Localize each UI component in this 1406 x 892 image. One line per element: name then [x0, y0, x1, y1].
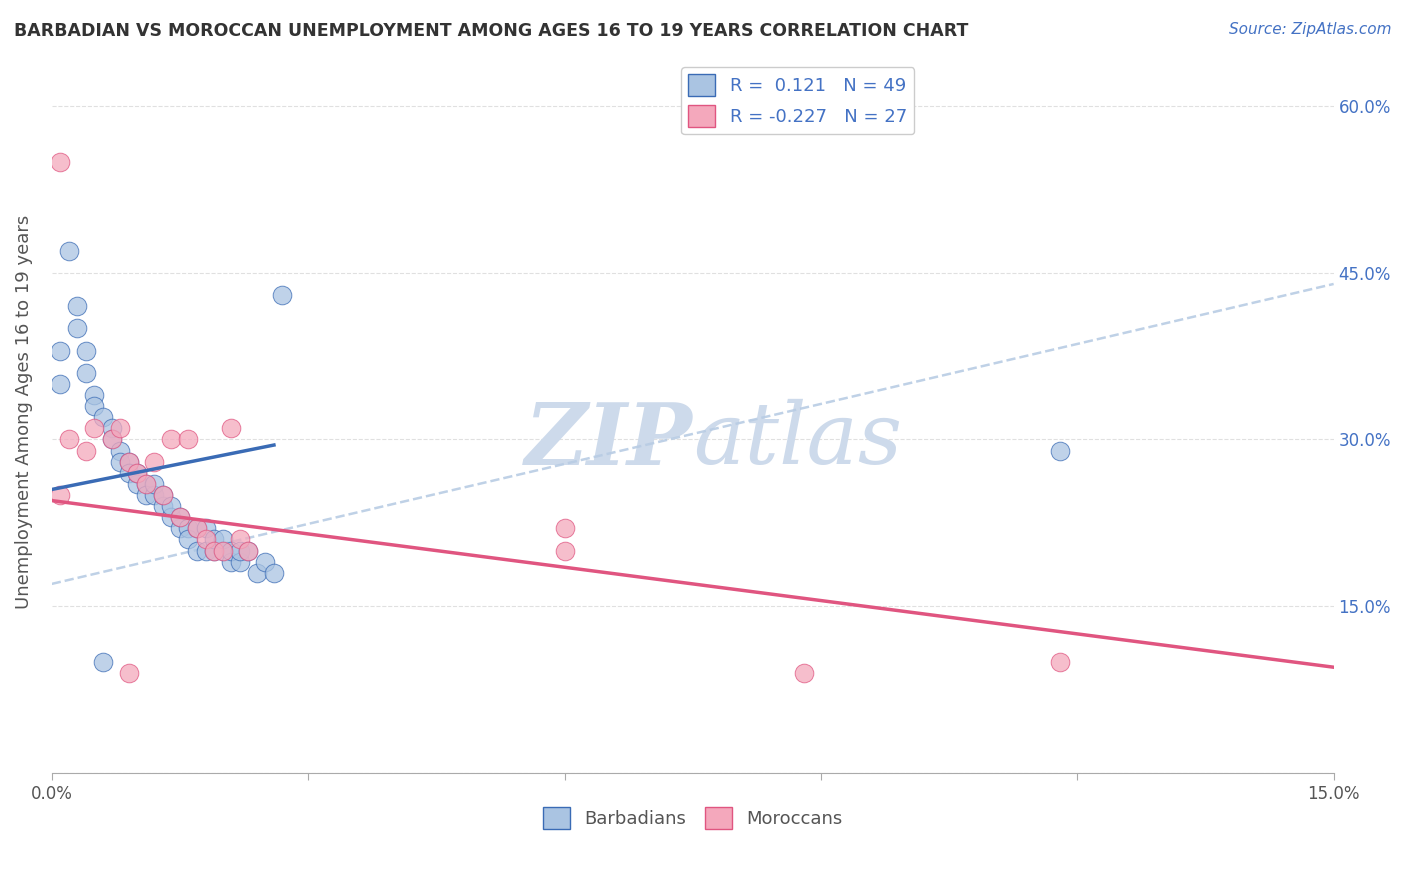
Point: [152, 488, 174, 502]
Point: [246, 566, 269, 580]
Point: [1049, 443, 1071, 458]
Point: [254, 555, 277, 569]
Point: [49, 488, 72, 502]
Text: atlas: atlas: [693, 400, 901, 482]
Point: [100, 433, 122, 447]
Point: [58, 433, 80, 447]
Point: [108, 455, 131, 469]
Point: [118, 455, 141, 469]
Point: [202, 543, 225, 558]
Point: [211, 543, 233, 558]
Point: [108, 443, 131, 458]
Point: [83, 388, 105, 402]
Point: [202, 543, 225, 558]
Point: [49, 343, 72, 358]
Point: [135, 488, 157, 502]
Point: [152, 488, 174, 502]
Point: [75, 366, 97, 380]
Point: [194, 521, 217, 535]
Point: [1049, 655, 1071, 669]
Text: Source: ZipAtlas.com: Source: ZipAtlas.com: [1229, 22, 1392, 37]
Point: [75, 343, 97, 358]
Point: [211, 533, 233, 547]
Point: [793, 665, 815, 680]
Point: [118, 455, 141, 469]
Point: [229, 533, 252, 547]
Point: [271, 288, 294, 302]
Point: [118, 466, 141, 480]
Point: [127, 466, 149, 480]
Point: [219, 543, 242, 558]
Text: ZIP: ZIP: [524, 399, 693, 483]
Point: [143, 488, 166, 502]
Point: [219, 555, 242, 569]
Point: [263, 566, 285, 580]
Point: [75, 443, 97, 458]
Point: [143, 455, 166, 469]
Point: [135, 477, 157, 491]
Point: [186, 543, 208, 558]
Point: [127, 477, 149, 491]
Point: [135, 477, 157, 491]
Point: [238, 543, 260, 558]
Point: [66, 299, 89, 313]
Point: [49, 154, 72, 169]
Point: [143, 477, 166, 491]
Point: [238, 543, 260, 558]
Legend: Barbadians, Moroccans: Barbadians, Moroccans: [536, 799, 849, 836]
Point: [100, 421, 122, 435]
Point: [169, 510, 191, 524]
Point: [177, 433, 200, 447]
Point: [58, 244, 80, 258]
Point: [177, 533, 200, 547]
Point: [118, 665, 141, 680]
Point: [553, 543, 575, 558]
Point: [160, 499, 183, 513]
Point: [169, 521, 191, 535]
Point: [91, 655, 114, 669]
Point: [127, 466, 149, 480]
Point: [66, 321, 89, 335]
Point: [186, 521, 208, 535]
Point: [194, 543, 217, 558]
Point: [49, 376, 72, 391]
Point: [194, 533, 217, 547]
Point: [202, 533, 225, 547]
Point: [169, 510, 191, 524]
Point: [553, 521, 575, 535]
Point: [229, 555, 252, 569]
Point: [152, 499, 174, 513]
Y-axis label: Unemployment Among Ages 16 to 19 years: Unemployment Among Ages 16 to 19 years: [15, 215, 32, 609]
Point: [160, 510, 183, 524]
Point: [186, 521, 208, 535]
Point: [160, 433, 183, 447]
Point: [177, 521, 200, 535]
Point: [100, 433, 122, 447]
Point: [219, 421, 242, 435]
Point: [211, 543, 233, 558]
Point: [83, 399, 105, 413]
Point: [91, 410, 114, 425]
Point: [108, 421, 131, 435]
Text: BARBADIAN VS MOROCCAN UNEMPLOYMENT AMONG AGES 16 TO 19 YEARS CORRELATION CHART: BARBADIAN VS MOROCCAN UNEMPLOYMENT AMONG…: [14, 22, 969, 40]
Point: [229, 543, 252, 558]
Point: [83, 421, 105, 435]
